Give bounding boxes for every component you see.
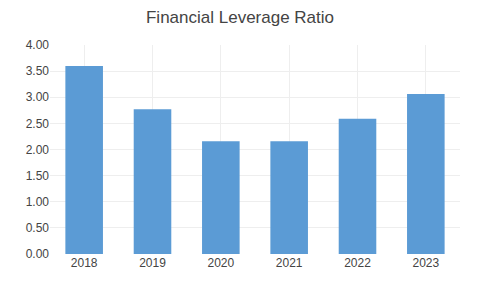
svg-text:2022: 2022: [344, 256, 371, 270]
svg-text:3.50: 3.50: [26, 64, 50, 78]
svg-text:1.00: 1.00: [26, 195, 50, 209]
svg-text:0.00: 0.00: [26, 247, 50, 261]
svg-text:Financial Leverage Ratio: Financial Leverage Ratio: [146, 8, 334, 27]
svg-text:2019: 2019: [139, 256, 166, 270]
svg-text:2018: 2018: [71, 256, 98, 270]
svg-text:2023: 2023: [412, 256, 439, 270]
svg-text:4.00: 4.00: [26, 38, 50, 52]
svg-text:2021: 2021: [276, 256, 303, 270]
svg-text:1.50: 1.50: [26, 169, 50, 183]
svg-text:2020: 2020: [207, 256, 234, 270]
svg-text:2.50: 2.50: [26, 117, 50, 131]
svg-text:2.00: 2.00: [26, 143, 50, 157]
svg-text:3.00: 3.00: [26, 90, 50, 104]
svg-text:0.50: 0.50: [26, 221, 50, 235]
